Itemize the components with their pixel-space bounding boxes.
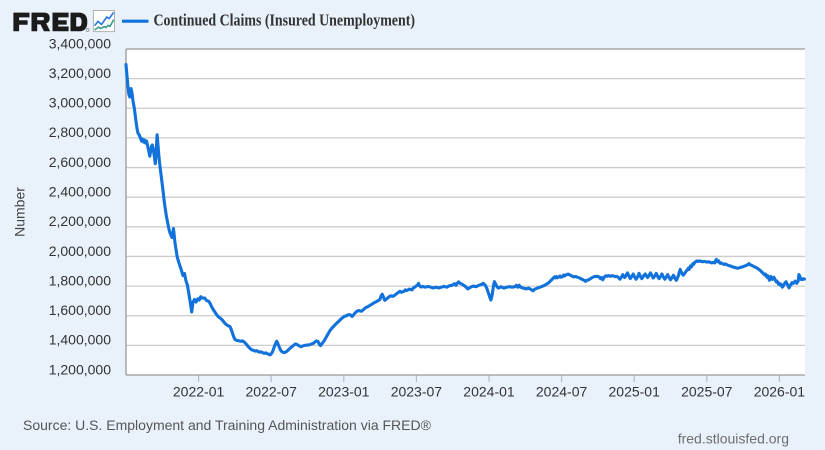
- svg-text:1,400,000: 1,400,000: [49, 332, 111, 348]
- svg-text:2,400,000: 2,400,000: [49, 183, 111, 199]
- svg-text:3,200,000: 3,200,000: [49, 65, 111, 81]
- svg-text:2025-01: 2025-01: [609, 384, 661, 400]
- svg-text:2022-07: 2022-07: [246, 384, 298, 400]
- svg-text:3,000,000: 3,000,000: [49, 95, 111, 111]
- svg-text:3,400,000: 3,400,000: [49, 35, 111, 51]
- svg-text:2,000,000: 2,000,000: [49, 243, 111, 259]
- svg-text:2024-01: 2024-01: [463, 384, 515, 400]
- svg-text:Number: Number: [12, 187, 28, 237]
- svg-text:2,800,000: 2,800,000: [49, 124, 111, 140]
- svg-text:2026-01: 2026-01: [754, 384, 806, 400]
- svg-text:1,200,000: 1,200,000: [49, 361, 111, 377]
- svg-text:1,600,000: 1,600,000: [49, 302, 111, 318]
- svg-text:2,600,000: 2,600,000: [49, 154, 111, 170]
- svg-text:Source: U.S. Employment and Tr: Source: U.S. Employment and Training Adm…: [23, 417, 432, 433]
- svg-text:fred.stlouisfed.org: fred.stlouisfed.org: [678, 431, 789, 447]
- svg-text:Continued Claims (Insured Unem: Continued Claims (Insured Unemployment): [154, 11, 416, 30]
- svg-text:2,200,000: 2,200,000: [49, 213, 111, 229]
- svg-text:2023-07: 2023-07: [391, 384, 443, 400]
- svg-text:2022-01: 2022-01: [173, 384, 225, 400]
- svg-text:1,800,000: 1,800,000: [49, 272, 111, 288]
- svg-text:2024-07: 2024-07: [536, 384, 588, 400]
- svg-text:2023-01: 2023-01: [318, 384, 370, 400]
- svg-text:2025-07: 2025-07: [681, 384, 733, 400]
